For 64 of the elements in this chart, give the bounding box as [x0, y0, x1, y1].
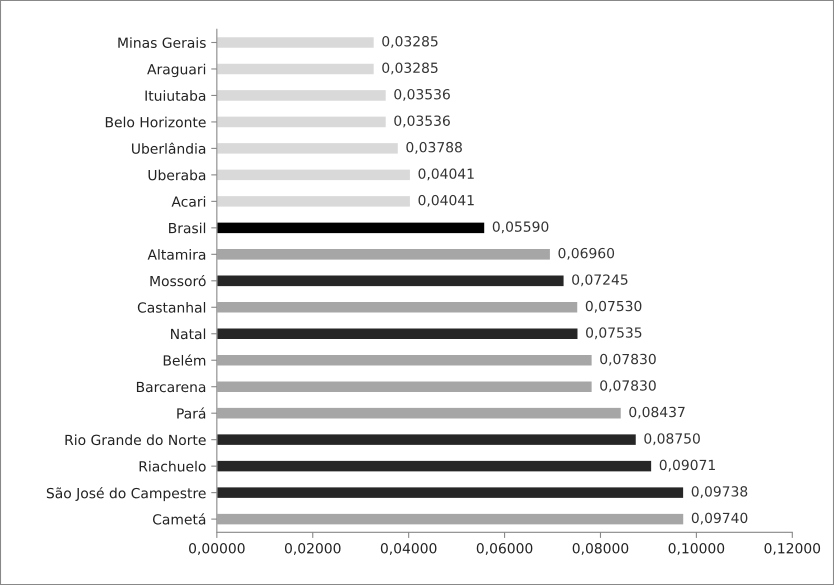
data-label: 0,03536 — [394, 115, 450, 128]
y-tick-label: Castanhal — [138, 302, 206, 313]
data-label: 0,08437 — [629, 406, 685, 419]
y-tick-label: Mossoró — [150, 274, 206, 286]
x-tick-label: 0,10000 — [668, 543, 724, 555]
y-tick-label: Riachuelo — [140, 460, 206, 472]
data-label: 0,06960 — [558, 248, 614, 260]
bar — [216, 168, 412, 182]
bar — [216, 36, 376, 50]
data-label: 0,04041 — [418, 168, 474, 180]
bar — [216, 512, 685, 526]
bar — [216, 274, 565, 288]
y-tick-label: Minas Gerais — [118, 37, 206, 48]
y-tick-label: Natal — [171, 328, 206, 340]
y-tick-label: São José do Campestre — [46, 487, 206, 502]
bar — [216, 460, 653, 473]
y-tick-label: Uberlândia — [132, 142, 206, 154]
bar — [216, 354, 594, 367]
data-label: 0,03536 — [394, 88, 450, 101]
data-label: 0,07830 — [600, 354, 656, 366]
x-tick-label: 0,06000 — [476, 543, 532, 555]
y-tick-label: Rio Grande do Norte — [65, 434, 206, 446]
bar — [216, 300, 579, 314]
data-label: 0,03285 — [382, 36, 438, 48]
bar — [216, 486, 685, 500]
data-label: 0,09738 — [692, 486, 748, 498]
y-tick-label: Cametá — [152, 513, 206, 525]
x-tick-label: 0,00000 — [189, 543, 245, 555]
data-label: 0,04041 — [418, 194, 474, 207]
data-label: 0,07535 — [586, 327, 642, 340]
y-tick-label: Belém — [164, 354, 206, 366]
bar — [216, 62, 376, 76]
bar — [216, 194, 412, 208]
y-tick-label: Acari — [172, 196, 206, 207]
data-label: 0,05590 — [492, 221, 548, 234]
bar — [216, 380, 594, 394]
data-label: 0,07530 — [586, 300, 642, 313]
y-tick-label: Ituiutaba — [145, 90, 206, 101]
x-tick-label: 0,12000 — [764, 543, 820, 555]
data-label: 0,03788 — [406, 142, 462, 154]
y-tick-label: Altamira — [148, 249, 206, 260]
y-tick-label: Araguari — [147, 64, 206, 78]
bar — [216, 406, 622, 420]
bar — [216, 88, 388, 102]
data-label: 0,09740 — [692, 512, 748, 525]
bar — [216, 248, 552, 261]
data-label: 0,09071 — [660, 460, 715, 472]
x-tick-label: 0,08000 — [572, 543, 628, 555]
y-tick-label: Pará — [177, 407, 206, 419]
bar — [216, 221, 486, 234]
data-label: 0,07245 — [572, 274, 628, 286]
bar — [216, 142, 400, 156]
y-tick-label: Belo Horizonte — [106, 116, 206, 128]
x-tick-label: 0,02000 — [284, 543, 341, 555]
x-tick-label: 0,04000 — [380, 543, 436, 555]
y-tick-label: Uberaba — [148, 170, 206, 180]
bar — [216, 115, 388, 129]
bar — [216, 327, 579, 340]
y-tick-label: Brasil — [169, 222, 206, 234]
data-label: 0,03285 — [382, 62, 438, 74]
data-label: 0,07830 — [600, 380, 656, 392]
y-tick-label: Barcarena — [136, 382, 206, 392]
data-label: 0,08750 — [644, 433, 700, 446]
bar — [216, 433, 638, 446]
